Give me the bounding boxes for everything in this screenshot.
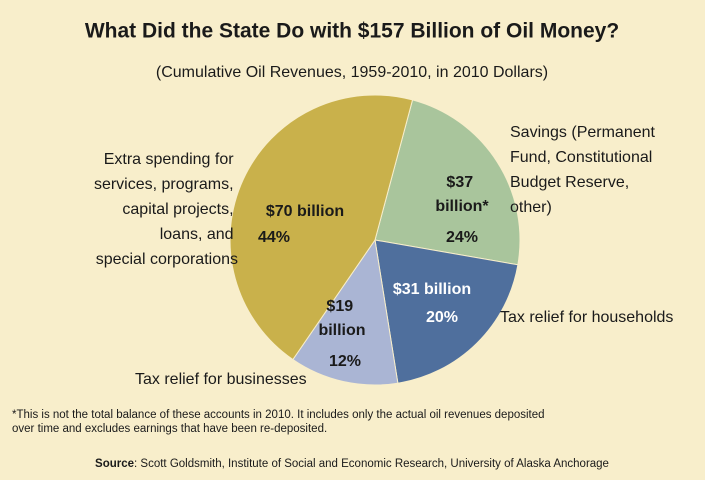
source-label: Source — [95, 458, 134, 470]
percent-label: 24% — [446, 229, 478, 246]
source-text: : Scott Goldsmith, Institute of Social a… — [134, 458, 609, 470]
pie-slice — [374, 99, 521, 266]
chart-subtitle: (Cumulative Oil Revenues, 1959-2010, in … — [156, 64, 548, 81]
pie-slice — [374, 239, 519, 384]
chart-title: What Did the State Do with $157 Billion … — [85, 20, 619, 43]
category-label: Tax relief for businesses — [135, 371, 307, 388]
source: Source: Scott Goldsmith, Institute of So… — [95, 458, 609, 470]
value-label: $31 billion — [393, 281, 471, 298]
category-label: Extra spending for services, programs, c… — [94, 151, 238, 268]
pie — [229, 94, 521, 386]
category-label: Tax relief for households — [500, 309, 673, 326]
pie-slice — [292, 238, 399, 386]
percent-label: 12% — [329, 353, 361, 370]
percent-label: 44% — [258, 229, 290, 246]
value-label: $70 billion — [266, 203, 344, 220]
category-label: Savings (Permanent Fund, Constitutional … — [510, 124, 659, 216]
value-label: $19 billion — [318, 298, 365, 339]
value-label: $37 billion* — [435, 174, 489, 215]
pie-slice — [229, 94, 414, 361]
footnote: *This is not the total balance of these … — [12, 409, 548, 435]
percent-label: 20% — [426, 309, 458, 326]
labels: $37 billion* 24% Savings (Permanent Fund, … — [94, 124, 673, 388]
